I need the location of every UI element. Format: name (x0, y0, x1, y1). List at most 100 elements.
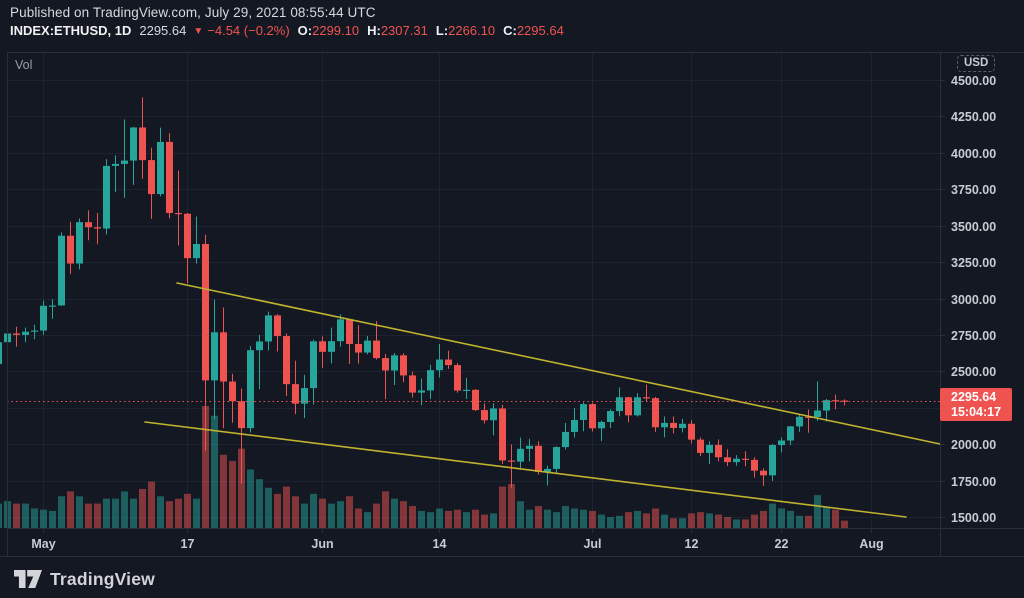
volume-bar (742, 519, 749, 528)
price-tick-label: 2500.00 (951, 365, 996, 379)
candle-body (184, 213, 191, 259)
volume-bar (814, 495, 821, 528)
volume-bar (391, 498, 398, 528)
candle-body (778, 440, 785, 446)
tradingview-logo[interactable]: TradingView (14, 568, 155, 590)
bar-countdown: 15:04:17 (951, 404, 1002, 419)
upper-descending-trendline[interactable] (176, 282, 941, 445)
candle-body (391, 355, 398, 371)
candle-body (0, 342, 2, 365)
candle-body (580, 404, 587, 420)
candle-body (769, 445, 776, 476)
candle-body (76, 222, 83, 264)
price-tick-label: 2000.00 (951, 438, 996, 452)
low-price: 2266.10 (448, 23, 496, 38)
candle-body (328, 341, 335, 352)
price-tick-label: 3750.00 (951, 183, 996, 197)
volume-bar (436, 508, 443, 528)
time-tick-label: Aug (859, 537, 883, 551)
published-line: Published on TradingView.com, July 29, 2… (10, 5, 376, 20)
volume-bar (796, 515, 803, 528)
candle-body (688, 423, 695, 440)
candle-body (706, 444, 713, 453)
candle-body (634, 397, 641, 416)
candle-body (238, 401, 245, 429)
candle-body (265, 315, 272, 342)
volume-bar (13, 503, 20, 528)
candle-body (58, 235, 65, 306)
candle-body (598, 422, 605, 429)
time-tick-label: 17 (181, 537, 195, 551)
candle-body (166, 141, 173, 213)
lower-descending-trendline[interactable] (144, 421, 907, 518)
volume-bar (157, 496, 164, 528)
volume-bar (202, 406, 209, 528)
candle-body (202, 244, 209, 381)
volume-bar (526, 509, 533, 528)
candle-body (787, 426, 794, 441)
price-tick-label: 4500.00 (951, 74, 996, 88)
candle-body (409, 375, 416, 393)
candle-body (31, 330, 38, 332)
candle-body (346, 319, 353, 344)
high-value: H:2307.31 (367, 23, 428, 38)
last-price: 2295.64 (139, 23, 187, 38)
candle-body (508, 460, 515, 462)
volume-bar (697, 512, 704, 528)
close-price: 2295.64 (516, 23, 564, 38)
volume-bar (238, 448, 245, 528)
candle-body (139, 127, 146, 161)
volume-bar (193, 498, 200, 528)
volume-bar (220, 454, 227, 528)
volume-bar (310, 493, 317, 528)
candle-body (382, 358, 389, 371)
open-label: O: (297, 23, 313, 38)
volume-bar (688, 513, 695, 528)
time-tick-label: 12 (685, 537, 699, 551)
tradingview-logo-icon (14, 569, 42, 589)
volume-bar (508, 484, 515, 528)
price-scale[interactable] (940, 52, 1024, 528)
volume-bar (805, 515, 812, 528)
price-tick-label: 3000.00 (951, 293, 996, 307)
candle-body (436, 359, 443, 371)
candle-body (310, 341, 317, 389)
volume-bar (67, 491, 74, 528)
currency-badge[interactable]: USD (957, 55, 996, 72)
candle-body (481, 410, 488, 421)
candle-body (112, 163, 119, 166)
volume-bar (661, 514, 668, 528)
volume-bar (121, 491, 128, 528)
volume-bar (841, 520, 848, 528)
volume-bar (553, 512, 560, 528)
open-price: 2299.10 (312, 23, 360, 38)
price-tick-label: 1750.00 (951, 475, 996, 489)
time-scale[interactable] (7, 528, 940, 556)
candle-body (571, 419, 578, 432)
candle-body (742, 458, 749, 460)
candle-body (616, 397, 623, 412)
candle-body (463, 389, 470, 392)
price-tick-label: 1500.00 (951, 511, 996, 525)
volume-bar (229, 460, 236, 528)
candle-body (373, 340, 380, 359)
volume-bar (643, 513, 650, 528)
candle-body (49, 305, 56, 307)
candle-body (418, 390, 425, 393)
candle-body (733, 458, 740, 463)
candle-body (130, 127, 137, 161)
volume-bar (472, 509, 479, 528)
volume-bar (31, 508, 38, 528)
volume-bar (418, 510, 425, 528)
candle-body (40, 305, 47, 331)
volume-bar (832, 509, 839, 528)
volume-bar (454, 509, 461, 528)
candle-body (211, 332, 218, 381)
candle-body (760, 470, 767, 476)
candle-body (796, 416, 803, 427)
volume-bar (256, 479, 263, 528)
price-change: −4.54 (−0.2%) (207, 23, 290, 38)
volume-bar (382, 491, 389, 528)
volume-bar (715, 514, 722, 528)
